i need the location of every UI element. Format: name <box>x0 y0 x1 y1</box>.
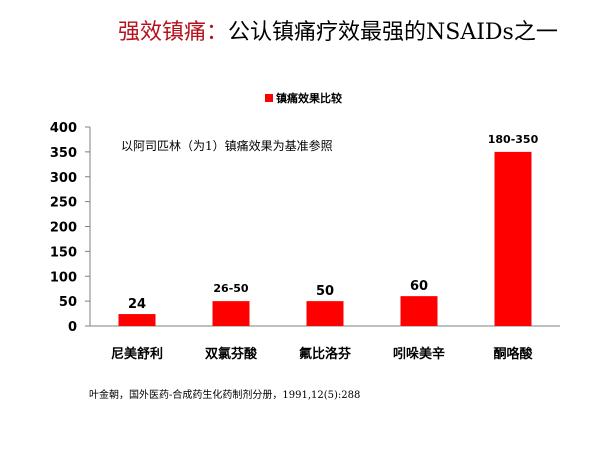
data-label: 26-50 <box>213 282 249 295</box>
x-tick-label: 吲哚美辛 <box>393 346 445 362</box>
legend-swatch <box>265 94 273 102</box>
bar <box>494 151 532 326</box>
data-label: 60 <box>410 279 428 294</box>
chart-annotation: 以阿司匹林（为1）镇痛效果为基准参照 <box>121 138 333 153</box>
title-highlight: 强效镇痛： <box>118 20 229 45</box>
y-tick-label: 100 <box>50 270 77 285</box>
y-tick-label: 350 <box>50 146 77 161</box>
x-tick-label: 氟比洛芬 <box>299 346 352 362</box>
bar <box>306 301 344 326</box>
bar <box>400 296 438 326</box>
legend-label: 镇痛效果比较 <box>276 91 342 105</box>
y-tick-label: 250 <box>50 196 77 211</box>
bar <box>118 314 156 326</box>
y-tick-label: 150 <box>50 245 77 260</box>
x-tick-label: 双氯芬酸 <box>205 346 258 362</box>
x-tick-label: 酮咯酸 <box>493 346 533 362</box>
bar <box>212 301 250 326</box>
y-tick-label: 200 <box>50 221 77 236</box>
slide-title: 强效镇痛：公认镇痛疗效最强的NSAIDs之一 <box>118 18 588 48</box>
x-tick-label: 尼美舒利 <box>111 346 163 362</box>
data-label: 24 <box>128 297 146 312</box>
y-tick-label: 300 <box>50 171 77 186</box>
citation: 叶金朝，国外医药-合成药生化药制剂分册，1991,12(5):288 <box>89 390 361 401</box>
y-tick-label: 0 <box>68 320 77 335</box>
y-tick-label: 50 <box>59 295 77 310</box>
data-label: 180-350 <box>488 133 539 146</box>
title-rest: 公认镇痛疗效最强的NSAIDs之一 <box>228 20 558 45</box>
y-tick-label: 400 <box>50 121 77 136</box>
data-label: 50 <box>316 284 334 299</box>
